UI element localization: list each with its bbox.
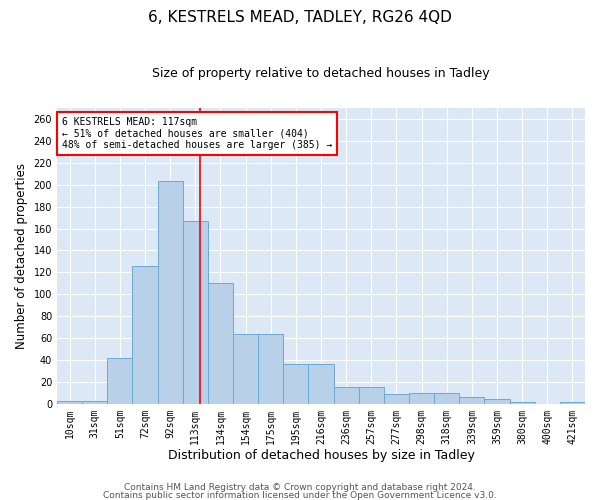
Bar (434, 393, 459, 404)
Bar (133, 266, 158, 404)
Bar (233, 334, 258, 404)
Bar (384, 394, 409, 404)
Text: 6 KESTRELS MEAD: 117sqm
← 51% of detached houses are smaller (404)
48% of semi-d: 6 KESTRELS MEAD: 117sqm ← 51% of detache… (62, 117, 332, 150)
Bar (258, 334, 283, 404)
Bar (208, 284, 233, 404)
Bar (82, 400, 107, 404)
Bar (484, 400, 509, 404)
Bar (57, 400, 82, 404)
Bar (334, 388, 359, 404)
Y-axis label: Number of detached properties: Number of detached properties (15, 163, 28, 349)
Bar (308, 364, 334, 404)
Bar (560, 402, 585, 404)
Bar (183, 221, 208, 404)
Text: 6, KESTRELS MEAD, TADLEY, RG26 4QD: 6, KESTRELS MEAD, TADLEY, RG26 4QD (148, 10, 452, 25)
Bar (107, 358, 133, 404)
Bar (359, 388, 384, 404)
Bar (459, 398, 484, 404)
Bar (509, 402, 535, 404)
X-axis label: Distribution of detached houses by size in Tadley: Distribution of detached houses by size … (167, 450, 475, 462)
Bar (158, 182, 183, 404)
Title: Size of property relative to detached houses in Tadley: Size of property relative to detached ho… (152, 68, 490, 80)
Text: Contains public sector information licensed under the Open Government Licence v3: Contains public sector information licen… (103, 490, 497, 500)
Bar (409, 393, 434, 404)
Bar (283, 364, 308, 404)
Text: Contains HM Land Registry data © Crown copyright and database right 2024.: Contains HM Land Registry data © Crown c… (124, 484, 476, 492)
